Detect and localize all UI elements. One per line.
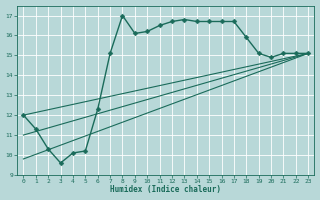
X-axis label: Humidex (Indice chaleur): Humidex (Indice chaleur)	[110, 185, 221, 194]
